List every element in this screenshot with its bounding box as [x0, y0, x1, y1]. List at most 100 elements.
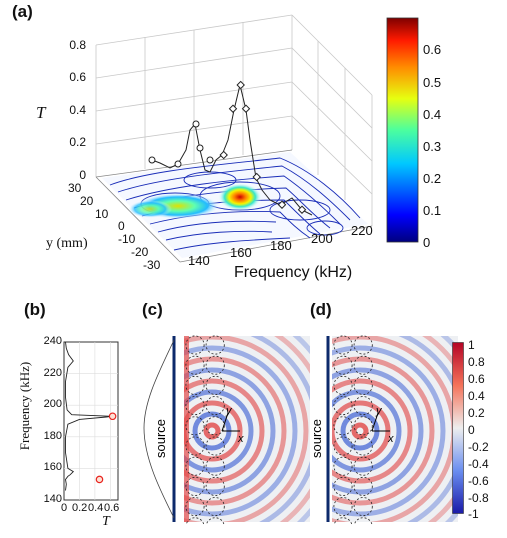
scatterer-cylinder	[205, 335, 225, 355]
panel-a-x-tick: 180	[270, 238, 292, 253]
scatterer-cylinder	[205, 396, 225, 416]
panel-b-label: (b)	[24, 300, 46, 319]
scatterer-cylinder	[333, 355, 353, 375]
scatterer-cylinder	[333, 335, 353, 355]
panel-d-axis-x: x	[387, 433, 394, 445]
wavefront-ring	[332, 345, 446, 517]
wavefront-ring	[332, 389, 402, 473]
panel-b-y-tick: 200	[43, 398, 62, 410]
panel-a-z-axis-label: T	[36, 103, 46, 122]
scatterer-cylinder	[185, 456, 205, 476]
panel-a-y-tick: 0	[118, 219, 125, 233]
wavefront-ring	[184, 389, 254, 473]
panel-a-y-tick: -20	[131, 245, 149, 259]
panel-a-z-tick: 0.4	[69, 103, 86, 117]
panel-d-axis-y: y	[375, 405, 383, 417]
panel-a-colorbar	[386, 17, 419, 243]
scatterer-cylinder	[353, 355, 373, 375]
panel-a-colorbar-tick: 0	[423, 235, 431, 250]
panel-b-y-tick: 180	[43, 430, 62, 442]
panel-c-axis-x: x	[237, 433, 244, 445]
panel-a-box	[95, 14, 373, 226]
scatterer-cylinder	[353, 476, 373, 496]
panel-d-colorbar	[452, 342, 464, 514]
scatterer-cylinder	[353, 497, 373, 517]
scatterer-cylinder	[353, 416, 373, 436]
panel-a-y-tick: 30	[68, 181, 82, 195]
panel-d-colorbar-tick: -0.2	[468, 440, 489, 454]
panel-b-y-tick: 140	[43, 493, 62, 505]
scatterer-cylinder	[205, 416, 225, 436]
panel-a-y-axis-label: y (mm)	[46, 236, 88, 251]
panel-d-colorbar-tick: -0.4	[468, 457, 489, 471]
panel-a-colorbar-tick: 0.4	[423, 107, 442, 122]
scatterer-cylinder	[353, 375, 373, 395]
panel-a-x-tick: 160	[230, 245, 252, 260]
panel-a-3d-plot	[95, 14, 419, 263]
panel-b-x-tick: 0.4	[88, 502, 104, 514]
wavefront-ring	[332, 378, 413, 484]
panel-c-label: (c)	[142, 300, 163, 319]
panel-b-x-tick: 0.2	[72, 502, 88, 514]
panel-b-x-axis-label: T	[102, 514, 110, 529]
panel-c-source-label: source	[153, 419, 168, 458]
scatterer-cylinder	[333, 396, 353, 416]
panel-a-colorbar-tick: 0.3	[423, 139, 442, 154]
scatterer-cylinder	[333, 375, 353, 395]
panel-d-colorbar-tick: 0.6	[468, 372, 485, 386]
panel-b-transmission-line	[65, 341, 112, 491]
scatterer-cylinder	[185, 335, 205, 355]
wavefront-ring	[332, 367, 424, 495]
panel-b-x-tick: 0.6	[104, 502, 120, 514]
panel-a-x-tick: 200	[311, 231, 333, 246]
scatterer-cylinder	[205, 497, 225, 517]
scatterer-cylinder	[353, 335, 373, 355]
scatterer-cylinder	[185, 416, 205, 436]
scatterer-cylinder	[205, 375, 225, 395]
panel-d-colorbar-tick: 0.4	[468, 389, 485, 403]
scatterer-cylinder	[185, 396, 205, 416]
panel-b-marker	[95, 475, 104, 484]
panel-d-source-label: source	[309, 419, 324, 458]
panel-d-colorbar-tick: 0.2	[468, 406, 485, 420]
panel-b-x-tick: 0	[61, 502, 68, 514]
panel-b-marker	[108, 412, 117, 421]
scatterer-cylinder	[185, 476, 205, 496]
panel-a-colorbar-tick: 0.5	[423, 75, 442, 90]
wavefront-ring	[332, 356, 435, 506]
panel-a-y-tick: -30	[143, 258, 161, 272]
scatterer-cylinder	[333, 476, 353, 496]
panel-a-colorbar-tick: 0.2	[423, 171, 442, 186]
scatterer-cylinder	[353, 436, 373, 456]
panel-d-colorbar-tick: 1	[468, 338, 475, 352]
scatterer-cylinder	[205, 456, 225, 476]
panel-b-y-tick: 240	[43, 335, 62, 347]
panel-d-colorbar-tick: -1	[468, 507, 479, 521]
panel-d-colorbar-tick: 0	[468, 423, 475, 437]
panel-b-y-axis-label: Frequency (kHz)	[17, 361, 32, 451]
wavefront-ring	[184, 336, 309, 522]
scatterer-cylinder	[333, 416, 353, 436]
panel-a-z-tick: 0.6	[69, 70, 86, 84]
panel-a-z-tick: 0.8	[69, 38, 86, 52]
panel-a-label: (a)	[12, 2, 33, 21]
panel-a-contour-map	[102, 152, 368, 258]
panel-d-colorbar-tick: -0.8	[468, 491, 489, 505]
scatterer-cylinder	[333, 497, 353, 517]
panel-d-colorbar-tick: 0.8	[468, 355, 485, 369]
panel-a-y-tick: -10	[118, 232, 136, 246]
scatterer-cylinder	[185, 375, 205, 395]
wavefront-ring	[184, 378, 265, 484]
panel-b-y-tick: 220	[43, 367, 62, 379]
scatterer-cylinder	[205, 355, 225, 375]
wavefront-ring	[184, 356, 287, 506]
scatterer-cylinder	[333, 436, 353, 456]
panel-a-markers	[148, 80, 307, 214]
scatterer-cylinder	[205, 436, 225, 456]
wavefront-ring	[184, 345, 298, 517]
wavefront-ring	[184, 367, 276, 495]
panel-c-field-map: x y source	[143, 335, 310, 525]
panel-a-colorbar-tick: 0.1	[423, 203, 442, 218]
panel-a-transmission-line	[151, 84, 313, 216]
wavefront-ring	[351, 422, 369, 440]
